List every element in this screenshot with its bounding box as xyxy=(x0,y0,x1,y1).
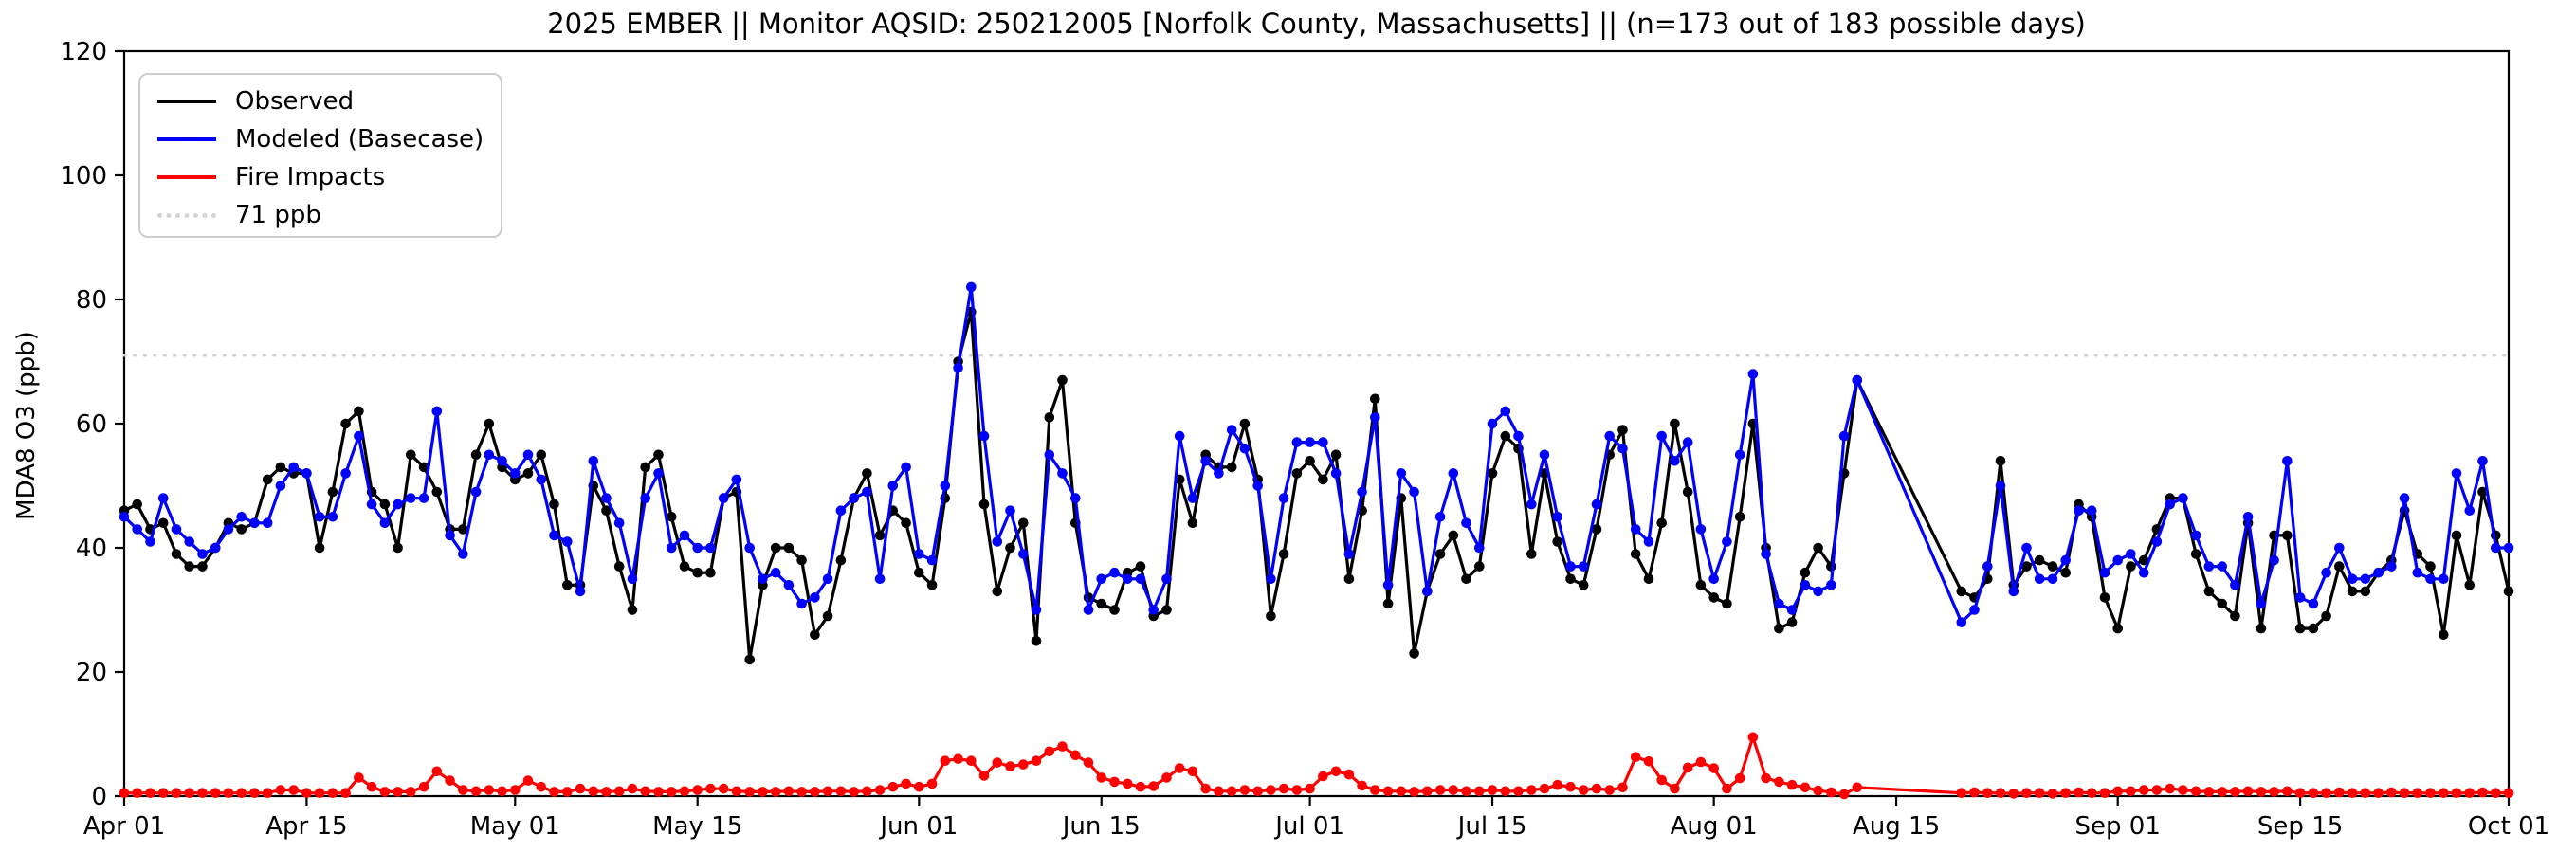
legend-label: Fire Impacts xyxy=(235,163,386,191)
legend-item-threshold: 71 ppb xyxy=(157,196,501,234)
x-tick-label: Sep 01 xyxy=(2075,812,2161,841)
y-tick-label: 40 xyxy=(76,535,107,563)
x-tick-label: Apr 01 xyxy=(83,812,165,841)
y-tick-label: 120 xyxy=(60,38,107,66)
modeled-line-swatch xyxy=(157,137,216,141)
legend-item-modeled: Modeled (Basecase) xyxy=(157,120,501,158)
x-tick-label: Aug 01 xyxy=(1671,812,1758,841)
fire-impacts-line-swatch xyxy=(157,175,216,179)
x-tick-label: Oct 01 xyxy=(2468,812,2549,841)
x-tick-label: May 01 xyxy=(470,812,560,841)
x-tick-label: May 15 xyxy=(652,812,742,841)
series-line-modeled-basecase xyxy=(122,285,2511,625)
y-tick-label: 100 xyxy=(60,162,107,191)
y-tick-label: 0 xyxy=(91,783,107,811)
x-tick-label: Aug 15 xyxy=(1853,812,1940,841)
legend-item-fire-impacts: Fire Impacts xyxy=(157,158,501,196)
series-line-fire-impacts xyxy=(122,735,2511,796)
threshold-line-swatch xyxy=(157,212,216,218)
legend-label: Observed xyxy=(235,87,355,116)
x-tick-label: Sep 15 xyxy=(2257,812,2343,841)
legend-item-observed: Observed xyxy=(157,82,501,120)
series-markers-fire-impacts xyxy=(119,732,2514,800)
x-tick-label: Jul 15 xyxy=(1456,812,1527,841)
x-tick-label: Jul 01 xyxy=(1273,812,1344,841)
x-tick-label: Apr 15 xyxy=(265,812,347,841)
chart-title: 2025 EMBER || Monitor AQSID: 250212005 [… xyxy=(547,8,2086,40)
observed-line-swatch xyxy=(157,100,216,103)
series-markers-modeled-basecase xyxy=(119,281,2514,627)
y-tick-label: 20 xyxy=(76,659,107,687)
x-tick-label: Jun 01 xyxy=(878,812,958,841)
series-line-observed xyxy=(122,310,2511,662)
legend-label: 71 ppb xyxy=(235,201,321,229)
y-tick-label: 60 xyxy=(76,410,107,439)
legend: Observed Modeled (Basecase) Fire Impacts… xyxy=(138,73,502,238)
legend-label: Modeled (Basecase) xyxy=(235,125,484,154)
y-tick-label: 80 xyxy=(76,286,107,315)
y-axis-title: MDA8 O3 (ppb) xyxy=(12,331,41,520)
x-tick-label: Jun 15 xyxy=(1061,812,1141,841)
